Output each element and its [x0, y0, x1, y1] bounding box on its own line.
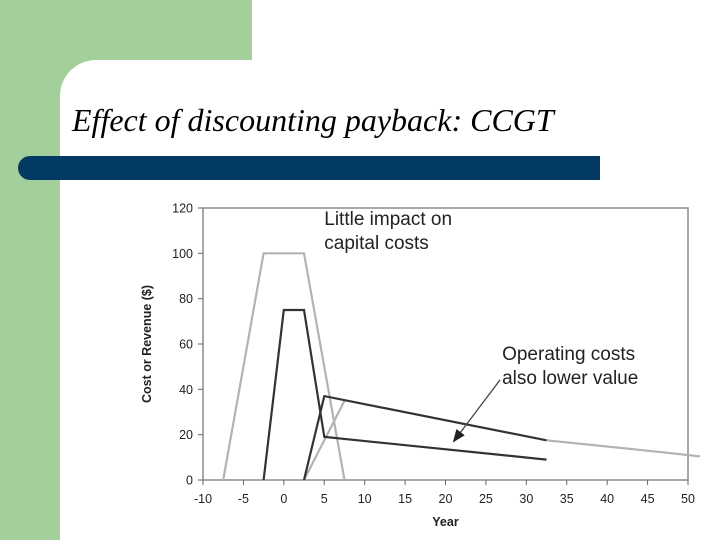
- x-axis-label: Year: [432, 515, 459, 529]
- y-tick-label: 120: [172, 202, 193, 216]
- annotation-line: capital costs: [324, 233, 429, 254]
- y-tick-label: 60: [179, 338, 193, 352]
- series-line-3: [546, 439, 700, 458]
- slide-title: Effect of discounting payback: CCGT: [72, 102, 554, 138]
- x-tick-label: -5: [238, 492, 249, 506]
- y-tick-label: 100: [172, 247, 193, 261]
- x-tick-label: 5: [321, 492, 328, 506]
- annotation-line: Operating costs: [502, 344, 635, 365]
- x-tick-label: 15: [398, 492, 412, 506]
- x-tick-label: 0: [280, 492, 287, 506]
- title-underline-bar: [18, 156, 600, 180]
- x-tick-label: 20: [439, 492, 453, 506]
- y-tick-label: 80: [179, 292, 193, 306]
- y-tick-label: 40: [179, 383, 193, 397]
- annotation-1: Little impact on capital costs: [324, 209, 452, 254]
- payback-line-chart: 0 20 40 60 80 100 120 -10 -5 0 5 10 15 20 25 30 35 40 45 50…: [140, 202, 700, 529]
- slide-content-panel: [60, 60, 720, 540]
- x-tick-label: 10: [358, 492, 372, 506]
- x-tick-label: 35: [560, 492, 574, 506]
- annotation-line: also lower value: [502, 368, 638, 389]
- x-tick-label: -10: [194, 492, 212, 506]
- series-line-2: [303, 400, 346, 481]
- annotation-line: Little impact on: [324, 209, 452, 230]
- series-line-5: [302, 394, 547, 481]
- annotation-2: Operating costs also lower value: [502, 344, 638, 389]
- y-tick-label: 20: [179, 428, 193, 442]
- x-tick-label: 50: [681, 492, 695, 506]
- x-tick-label: 30: [519, 492, 533, 506]
- y-axis-label: Cost or Revenue ($): [140, 285, 154, 403]
- x-tick-label: 45: [641, 492, 655, 506]
- y-tick-label: 0: [186, 474, 193, 488]
- series-line-4: [262, 308, 547, 481]
- annotation-arrow: [452, 379, 501, 443]
- series-line-1: [222, 252, 346, 481]
- x-tick-label: 40: [600, 492, 614, 506]
- x-tick-label: 25: [479, 492, 493, 506]
